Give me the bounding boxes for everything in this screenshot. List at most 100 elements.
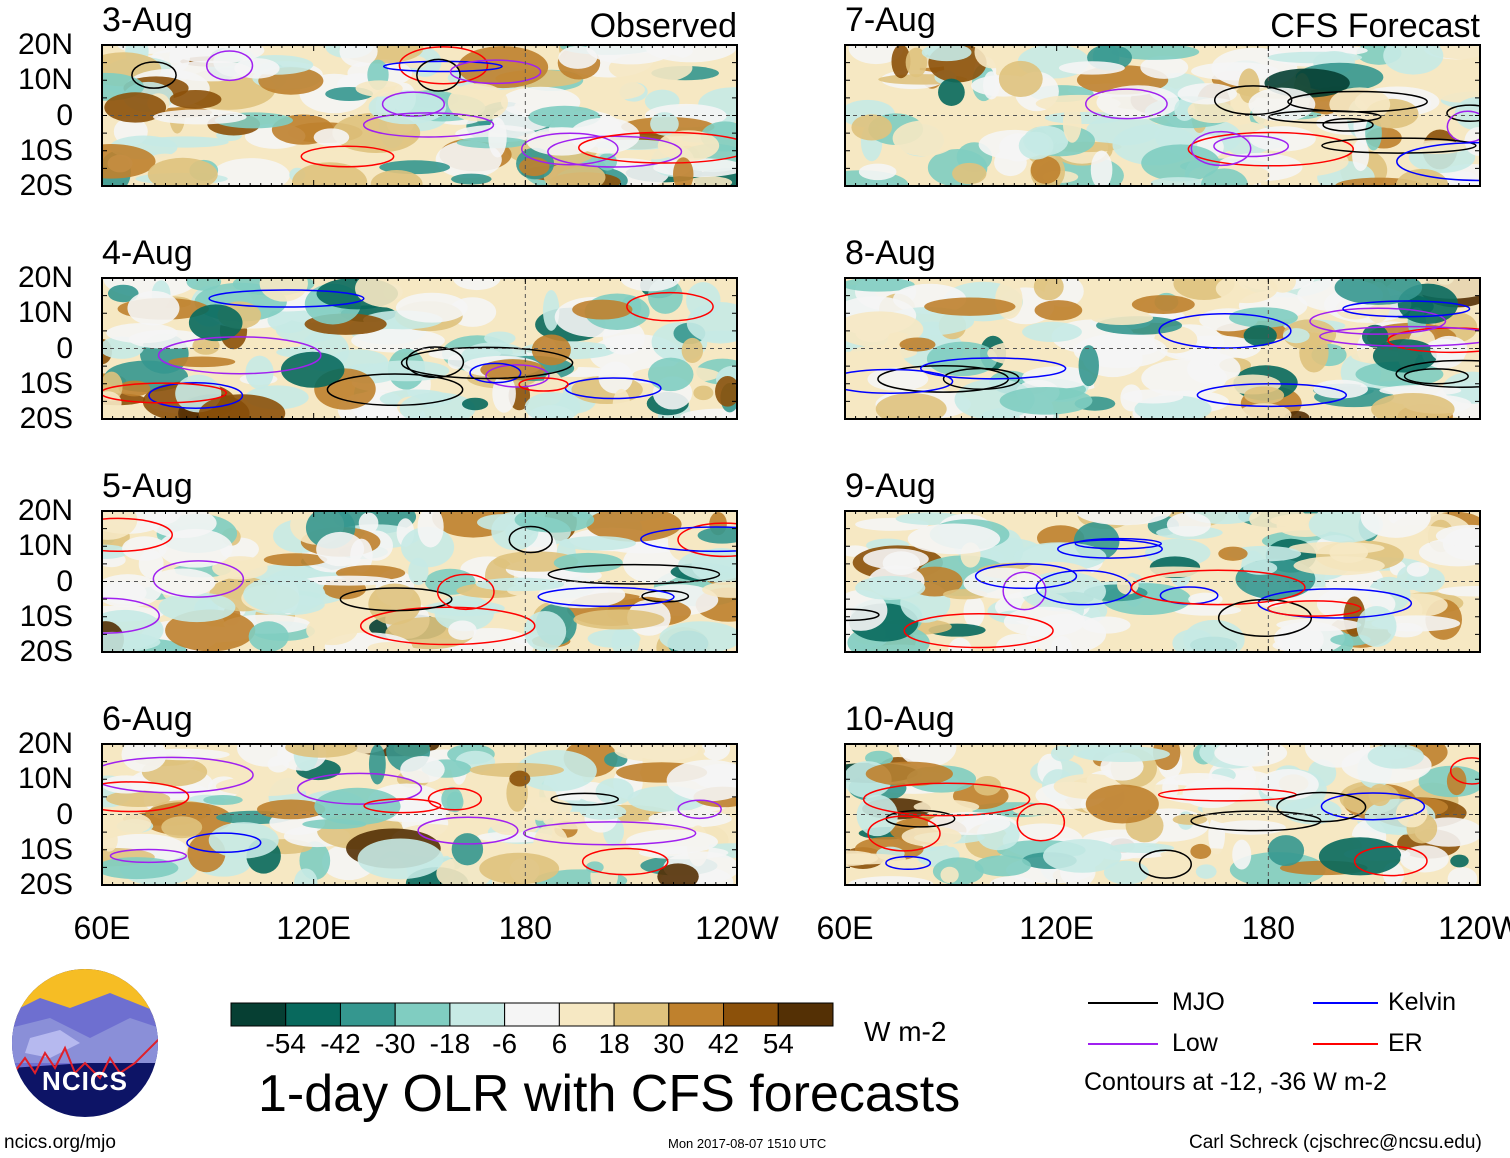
footer-url[interactable]: ncics.org/mjo bbox=[4, 1132, 116, 1153]
olr-anomaly-blob bbox=[1282, 328, 1310, 344]
olr-anomaly-blob bbox=[480, 359, 546, 381]
olr-anomaly-blob bbox=[451, 833, 484, 866]
olr-anomaly-blob bbox=[1090, 310, 1154, 325]
olr-anomaly-blob bbox=[987, 340, 1060, 366]
contour-line bbox=[547, 135, 683, 168]
olr-anomaly-blob bbox=[303, 575, 394, 586]
contour-line bbox=[547, 563, 721, 585]
lat-label: 20N bbox=[17, 261, 73, 294]
olr-anomaly-blob bbox=[592, 80, 645, 100]
olr-anomaly-blob bbox=[1140, 55, 1189, 79]
olr-anomaly-blob bbox=[999, 386, 1093, 415]
olr-anomaly-blob bbox=[1200, 168, 1248, 186]
olr-anomaly-blob bbox=[1141, 359, 1228, 397]
olr-anomaly-blob bbox=[1276, 618, 1362, 632]
panel-label: CFS Forecast bbox=[1270, 7, 1480, 45]
olr-anomaly-blob bbox=[399, 392, 476, 419]
olr-anomaly-blob bbox=[1103, 860, 1149, 885]
olr-anomaly-blob bbox=[572, 299, 633, 320]
olr-anomaly-blob bbox=[1021, 366, 1094, 389]
colorbar-swatch bbox=[504, 1002, 560, 1027]
contour-line bbox=[436, 573, 495, 611]
colorbar-tick-label: 42 bbox=[707, 1028, 740, 1059]
contour-line bbox=[974, 563, 1078, 590]
contour-line bbox=[102, 597, 160, 634]
olr-anomaly-blob bbox=[856, 794, 898, 837]
olr-anomaly-blob bbox=[475, 577, 565, 592]
olr-anomaly-blob bbox=[611, 625, 640, 652]
lat-label: 20S bbox=[19, 635, 73, 668]
olr-anomaly-blob bbox=[1447, 867, 1478, 885]
legend-kelvin: Kelvin bbox=[1388, 988, 1457, 1016]
olr-anomaly-blob bbox=[1313, 379, 1368, 399]
olr-anomaly-blob bbox=[479, 852, 560, 885]
olr-anomaly-blob bbox=[158, 592, 236, 623]
olr-anomaly-blob bbox=[1360, 511, 1431, 538]
olr-anomaly-blob bbox=[1188, 592, 1223, 607]
contour-line bbox=[1057, 539, 1163, 559]
panel-date: 10-Aug bbox=[845, 700, 955, 738]
low-line-swatch bbox=[1088, 1043, 1158, 1045]
olr-anomaly-blob bbox=[234, 58, 280, 79]
contour-line bbox=[581, 847, 669, 876]
olr-anomaly-blob bbox=[1003, 606, 1086, 637]
olr-anomaly-blob bbox=[1078, 345, 1099, 387]
olr-anomaly-blob bbox=[666, 759, 737, 802]
contour-line bbox=[1403, 368, 1469, 385]
olr-anomaly-blob bbox=[851, 114, 893, 141]
olr-anomaly-blob bbox=[451, 173, 492, 185]
olr-anomaly-blob bbox=[885, 92, 940, 109]
olr-anomaly-blob bbox=[484, 331, 516, 346]
olr-anomaly-blob bbox=[855, 575, 926, 600]
olr-anomaly-blob bbox=[693, 385, 714, 401]
olr-anomaly-blob bbox=[490, 812, 528, 836]
contour-line bbox=[427, 787, 482, 811]
contour-line bbox=[416, 58, 461, 92]
olr-anomaly-blob bbox=[579, 803, 627, 820]
contour-line bbox=[1446, 104, 1480, 122]
legend-mjo: MJO bbox=[1172, 988, 1225, 1016]
legend-low: Low bbox=[1172, 1029, 1218, 1057]
colorbar-swatch bbox=[668, 1002, 725, 1027]
olr-anomaly-blob bbox=[102, 828, 118, 852]
olr-anomaly-blob bbox=[408, 557, 429, 585]
contour-line bbox=[102, 517, 173, 553]
olr-anomaly-blob bbox=[952, 162, 987, 185]
olr-anomaly-blob bbox=[1249, 126, 1316, 152]
olr-anomaly-blob bbox=[1166, 512, 1211, 537]
contour-line bbox=[297, 772, 423, 805]
olr-map-panel bbox=[844, 277, 1481, 420]
olr-anomaly-blob bbox=[687, 176, 733, 186]
olr-anomaly-blob bbox=[892, 120, 958, 157]
olr-anomaly-blob bbox=[932, 857, 984, 885]
olr-anomaly-blob bbox=[875, 393, 947, 419]
lat-label: 20N bbox=[17, 727, 73, 760]
olr-anomaly-blob bbox=[701, 744, 731, 761]
contour-line bbox=[919, 357, 1067, 380]
olr-anomaly-blob bbox=[1191, 62, 1279, 81]
lat-label: 20S bbox=[19, 169, 73, 202]
lat-label: 10S bbox=[19, 366, 73, 400]
olr-anomaly-blob bbox=[509, 770, 531, 787]
olr-anomaly-blob bbox=[924, 297, 1016, 316]
olr-anomaly-blob bbox=[1122, 389, 1184, 404]
olr-anomaly-blob bbox=[673, 157, 694, 186]
panel-label: Observed bbox=[589, 7, 737, 45]
ncics-logo: NCICS bbox=[10, 968, 160, 1118]
olr-anomaly-blob bbox=[1446, 767, 1467, 796]
olr-anomaly-blob bbox=[447, 83, 508, 122]
olr-anomaly-blob bbox=[559, 536, 636, 551]
olr-anomaly-blob bbox=[1215, 278, 1278, 304]
colorbar-tick-label: 6 bbox=[551, 1028, 568, 1059]
olr-anomaly-blob bbox=[1383, 45, 1444, 75]
contour-line bbox=[867, 815, 941, 852]
olr-anomaly-blob bbox=[1096, 85, 1180, 120]
contour-line bbox=[102, 781, 190, 813]
olr-anomaly-blob bbox=[553, 552, 623, 573]
olr-anomaly-blob bbox=[368, 744, 386, 785]
contour-line bbox=[485, 364, 550, 388]
contour-line bbox=[326, 373, 464, 407]
olr-anomaly-blob bbox=[461, 397, 489, 411]
lat-label: 10N bbox=[17, 529, 73, 563]
lat-label: 0 bbox=[56, 98, 73, 132]
